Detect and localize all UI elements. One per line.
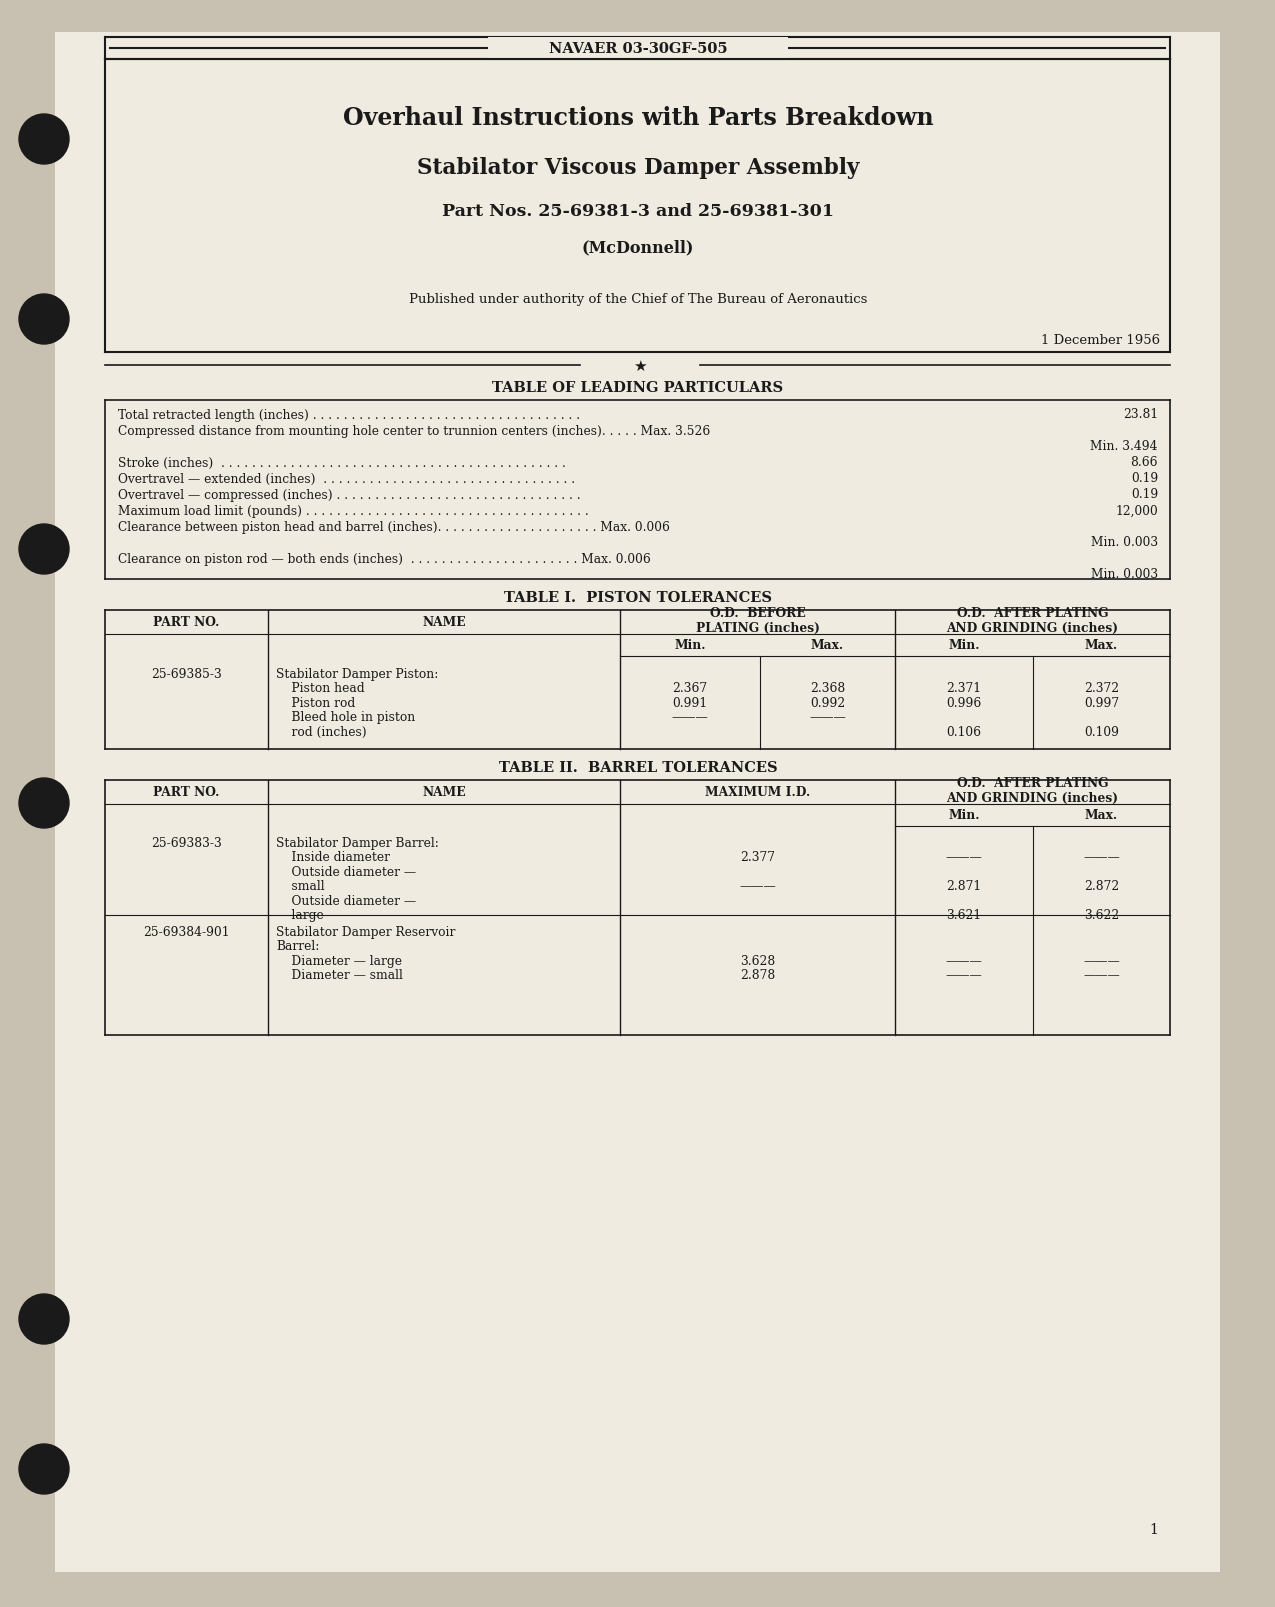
Text: O.D.  AFTER PLATING
AND GRINDING (inches): O.D. AFTER PLATING AND GRINDING (inches) (946, 776, 1118, 805)
Text: Diameter — small: Diameter — small (275, 969, 403, 982)
Text: Outside diameter —: Outside diameter — (275, 895, 416, 908)
Text: 12,000: 12,000 (1116, 505, 1158, 517)
Text: TABLE II.  BARREL TOLERANCES: TABLE II. BARREL TOLERANCES (499, 760, 778, 775)
Text: 2.372: 2.372 (1084, 681, 1119, 696)
Text: Barrel:: Barrel: (275, 940, 319, 953)
Text: 25-69384-901: 25-69384-901 (143, 926, 230, 938)
Text: rod (inches): rod (inches) (275, 725, 367, 739)
Text: ———: ——— (1084, 852, 1119, 865)
Text: NAME: NAME (422, 786, 465, 799)
Text: Published under authority of the Chief of The Bureau of Aeronautics: Published under authority of the Chief o… (409, 294, 867, 307)
Text: 3.628: 3.628 (740, 955, 775, 967)
Text: ———: ——— (1084, 969, 1119, 982)
Text: ———: ——— (740, 881, 776, 893)
Text: 0.106: 0.106 (946, 725, 982, 739)
Text: large: large (275, 910, 324, 922)
Text: 3.622: 3.622 (1084, 910, 1119, 922)
Circle shape (19, 524, 69, 575)
Text: small: small (275, 881, 325, 893)
Text: 25-69383-3: 25-69383-3 (152, 837, 222, 850)
Text: 0.19: 0.19 (1131, 489, 1158, 501)
Text: O.D.  AFTER PLATING
AND GRINDING (inches): O.D. AFTER PLATING AND GRINDING (inches) (946, 606, 1118, 635)
Text: ———: ——— (672, 710, 709, 725)
Text: Max.: Max. (1085, 640, 1118, 652)
Text: 2.367: 2.367 (672, 681, 708, 696)
Text: Stabilator Viscous Damper Assembly: Stabilator Viscous Damper Assembly (417, 157, 859, 178)
Text: 2.872: 2.872 (1084, 881, 1119, 893)
Text: Diameter — large: Diameter — large (275, 955, 402, 967)
Text: Overtravel — compressed (inches) . . . . . . . . . . . . . . . . . . . . . . . .: Overtravel — compressed (inches) . . . .… (119, 489, 580, 501)
Text: Piston rod: Piston rod (275, 696, 356, 710)
Text: Min.: Min. (674, 640, 706, 652)
Text: Min. 0.003: Min. 0.003 (1091, 537, 1158, 550)
Text: Total retracted length (inches) . . . . . . . . . . . . . . . . . . . . . . . . : Total retracted length (inches) . . . . … (119, 408, 580, 421)
Circle shape (19, 1445, 69, 1495)
Text: 3.621: 3.621 (946, 910, 982, 922)
Text: MAXIMUM I.D.: MAXIMUM I.D. (705, 786, 810, 799)
Text: Min. 0.003: Min. 0.003 (1091, 569, 1158, 582)
Text: Min. 3.494: Min. 3.494 (1090, 440, 1158, 453)
FancyBboxPatch shape (488, 39, 788, 59)
Text: ———: ——— (946, 955, 982, 967)
Text: Maximum load limit (pounds) . . . . . . . . . . . . . . . . . . . . . . . . . . : Maximum load limit (pounds) . . . . . . … (119, 505, 589, 517)
Circle shape (19, 294, 69, 346)
Text: TABLE I.  PISTON TOLERANCES: TABLE I. PISTON TOLERANCES (504, 591, 771, 604)
FancyBboxPatch shape (55, 34, 1220, 1572)
Text: 2.368: 2.368 (810, 681, 845, 696)
Text: Min.: Min. (949, 640, 979, 652)
Text: 0.992: 0.992 (810, 696, 845, 710)
Text: Compressed distance from mounting hole center to trunnion centers (inches). . . : Compressed distance from mounting hole c… (119, 424, 710, 437)
Text: Clearance on piston rod — both ends (inches)  . . . . . . . . . . . . . . . . . : Clearance on piston rod — both ends (inc… (119, 553, 650, 566)
Text: 1: 1 (1149, 1522, 1158, 1536)
Text: Part Nos. 25-69381-3 and 25-69381-301: Part Nos. 25-69381-3 and 25-69381-301 (442, 204, 834, 220)
Text: Min.: Min. (949, 808, 979, 823)
Text: (McDonnell): (McDonnell) (581, 239, 694, 257)
Text: PART NO.: PART NO. (153, 786, 219, 799)
Text: O.D.  BEFORE
PLATING (inches): O.D. BEFORE PLATING (inches) (696, 606, 820, 635)
Text: Max.: Max. (811, 640, 844, 652)
Text: Stabilator Damper Piston:: Stabilator Damper Piston: (275, 667, 439, 681)
Text: ———: ——— (946, 969, 982, 982)
Text: 25-69385-3: 25-69385-3 (152, 667, 222, 681)
Text: 2.878: 2.878 (740, 969, 775, 982)
Text: Stabilator Damper Barrel:: Stabilator Damper Barrel: (275, 837, 439, 850)
Text: NAVAER 03-30GF-505: NAVAER 03-30GF-505 (548, 42, 727, 56)
Circle shape (19, 778, 69, 829)
Text: Stroke (inches)  . . . . . . . . . . . . . . . . . . . . . . . . . . . . . . . .: Stroke (inches) . . . . . . . . . . . . … (119, 456, 566, 469)
Text: ———: ——— (1084, 955, 1119, 967)
Text: 0.997: 0.997 (1084, 696, 1119, 710)
Text: NAME: NAME (422, 615, 465, 628)
Text: ★: ★ (634, 358, 646, 373)
Text: TABLE OF LEADING PARTICULARS: TABLE OF LEADING PARTICULARS (492, 381, 784, 395)
Circle shape (19, 116, 69, 166)
Text: 2.377: 2.377 (740, 852, 775, 865)
Text: 1 December 1956: 1 December 1956 (1040, 333, 1160, 346)
Circle shape (19, 1294, 69, 1343)
Text: Overtravel — extended (inches)  . . . . . . . . . . . . . . . . . . . . . . . . : Overtravel — extended (inches) . . . . .… (119, 472, 575, 485)
Text: 0.991: 0.991 (672, 696, 708, 710)
Text: Piston head: Piston head (275, 681, 365, 696)
Text: Overhaul Instructions with Parts Breakdown: Overhaul Instructions with Parts Breakdo… (343, 106, 933, 130)
Text: ———: ——— (740, 910, 776, 922)
Text: Inside diameter: Inside diameter (275, 852, 390, 865)
Text: Outside diameter —: Outside diameter — (275, 866, 416, 879)
Text: 23.81: 23.81 (1123, 408, 1158, 421)
Text: Stabilator Damper Reservoir: Stabilator Damper Reservoir (275, 926, 455, 938)
Text: PART NO.: PART NO. (153, 615, 219, 628)
Text: Clearance between piston head and barrel (inches). . . . . . . . . . . . . . . .: Clearance between piston head and barrel… (119, 521, 669, 534)
Text: 0.996: 0.996 (946, 696, 982, 710)
Text: 2.871: 2.871 (946, 881, 982, 893)
Text: Bleed hole in piston: Bleed hole in piston (275, 710, 416, 725)
Text: 0.109: 0.109 (1084, 725, 1119, 739)
Text: 0.19: 0.19 (1131, 472, 1158, 485)
Text: Max.: Max. (1085, 808, 1118, 823)
Text: ———: ——— (946, 852, 982, 865)
Text: 2.371: 2.371 (946, 681, 982, 696)
Text: 8.66: 8.66 (1131, 456, 1158, 469)
Text: ———: ——— (810, 710, 845, 725)
